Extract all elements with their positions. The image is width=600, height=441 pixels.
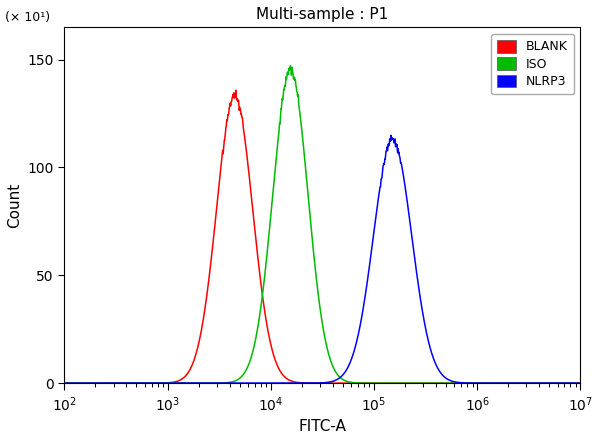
NLRP3 <box>248 381 255 386</box>
NLRP3 <box>471 381 478 386</box>
ISO <box>248 355 255 360</box>
BLANK <box>443 381 451 386</box>
BLANK <box>471 381 478 386</box>
BLANK <box>86 381 94 386</box>
Line: BLANK: BLANK <box>64 90 580 383</box>
ISO <box>287 63 294 68</box>
ISO <box>61 381 68 386</box>
BLANK <box>232 88 239 93</box>
NLRP3 <box>443 376 451 381</box>
Line: ISO: ISO <box>64 66 580 383</box>
BLANK <box>61 381 68 386</box>
Text: (× 10¹): (× 10¹) <box>5 11 50 24</box>
Y-axis label: Count: Count <box>7 183 22 228</box>
ISO <box>443 381 451 386</box>
Title: Multi-sample : P1: Multi-sample : P1 <box>256 7 389 22</box>
BLANK <box>248 192 255 198</box>
NLRP3 <box>389 136 396 142</box>
ISO <box>389 381 396 386</box>
NLRP3 <box>86 381 94 386</box>
ISO <box>366 381 373 386</box>
NLRP3 <box>388 133 395 138</box>
BLANK <box>366 381 373 386</box>
NLRP3 <box>61 381 68 386</box>
Legend: BLANK, ISO, NLRP3: BLANK, ISO, NLRP3 <box>491 34 574 94</box>
X-axis label: FITC-A: FITC-A <box>298 419 346 434</box>
ISO <box>471 381 478 386</box>
NLRP3 <box>366 262 373 267</box>
ISO <box>86 381 94 386</box>
Line: NLRP3: NLRP3 <box>64 135 580 383</box>
BLANK <box>389 381 396 386</box>
ISO <box>577 381 584 386</box>
NLRP3 <box>577 381 584 386</box>
BLANK <box>577 381 584 386</box>
